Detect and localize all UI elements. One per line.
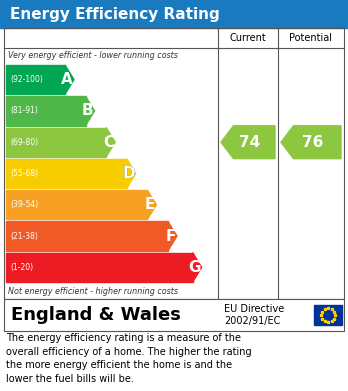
Polygon shape [148,190,156,219]
Bar [6,253,193,282]
Text: (92-100): (92-100) [10,75,43,84]
Text: Current: Current [230,33,266,43]
Bar [6,96,86,126]
Polygon shape [106,127,115,157]
Polygon shape [221,126,275,159]
Bar [4,28,344,299]
Bar [4,299,344,331]
Polygon shape [65,65,74,94]
Text: D: D [122,166,135,181]
Bar [314,305,342,325]
Bar [6,127,106,157]
Text: Energy Efficiency Rating: Energy Efficiency Rating [10,7,220,22]
Polygon shape [168,221,177,251]
Text: (69-80): (69-80) [10,138,38,147]
Polygon shape [127,159,136,188]
Text: 76: 76 [302,135,324,150]
Text: (21-38): (21-38) [10,231,38,240]
Bar [6,159,127,188]
Text: (55-68): (55-68) [10,169,38,178]
Text: E: E [145,197,155,212]
Text: The energy efficiency rating is a measure of the
overall efficiency of a home. T: The energy efficiency rating is a measur… [6,333,252,384]
Polygon shape [193,253,202,282]
Polygon shape [86,96,95,126]
Text: Very energy efficient - lower running costs: Very energy efficient - lower running co… [8,50,178,59]
Text: 2002/91/EC: 2002/91/EC [224,316,280,326]
Text: England & Wales: England & Wales [11,306,181,324]
Text: (81-91): (81-91) [10,106,38,115]
Bar [6,65,65,94]
Text: D: D [122,166,135,181]
Text: 74: 74 [239,135,261,150]
Text: B: B [82,104,94,118]
Text: EU Directive: EU Directive [224,304,284,314]
Text: C: C [103,135,114,150]
Bar [6,221,168,251]
Bar [0,0,348,28]
Text: Potential: Potential [290,33,332,43]
Polygon shape [281,126,341,159]
Text: Not energy efficient - higher running costs: Not energy efficient - higher running co… [8,287,178,296]
Text: G: G [188,260,201,275]
Text: F: F [166,229,176,244]
Text: (39-54): (39-54) [10,200,38,209]
Text: (1-20): (1-20) [10,263,33,272]
Bar [6,190,148,219]
Text: A: A [61,72,73,87]
